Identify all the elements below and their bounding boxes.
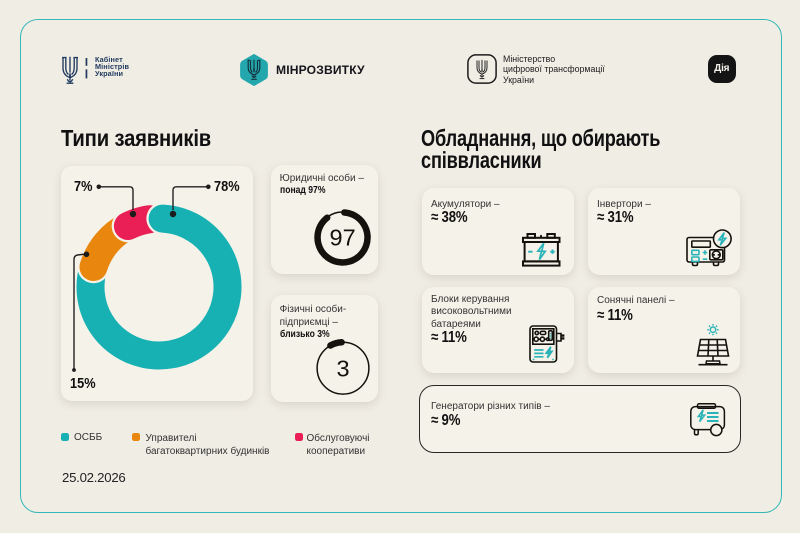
svg-text:3: 3 — [336, 356, 349, 382]
svg-text:97: 97 — [330, 225, 356, 251]
